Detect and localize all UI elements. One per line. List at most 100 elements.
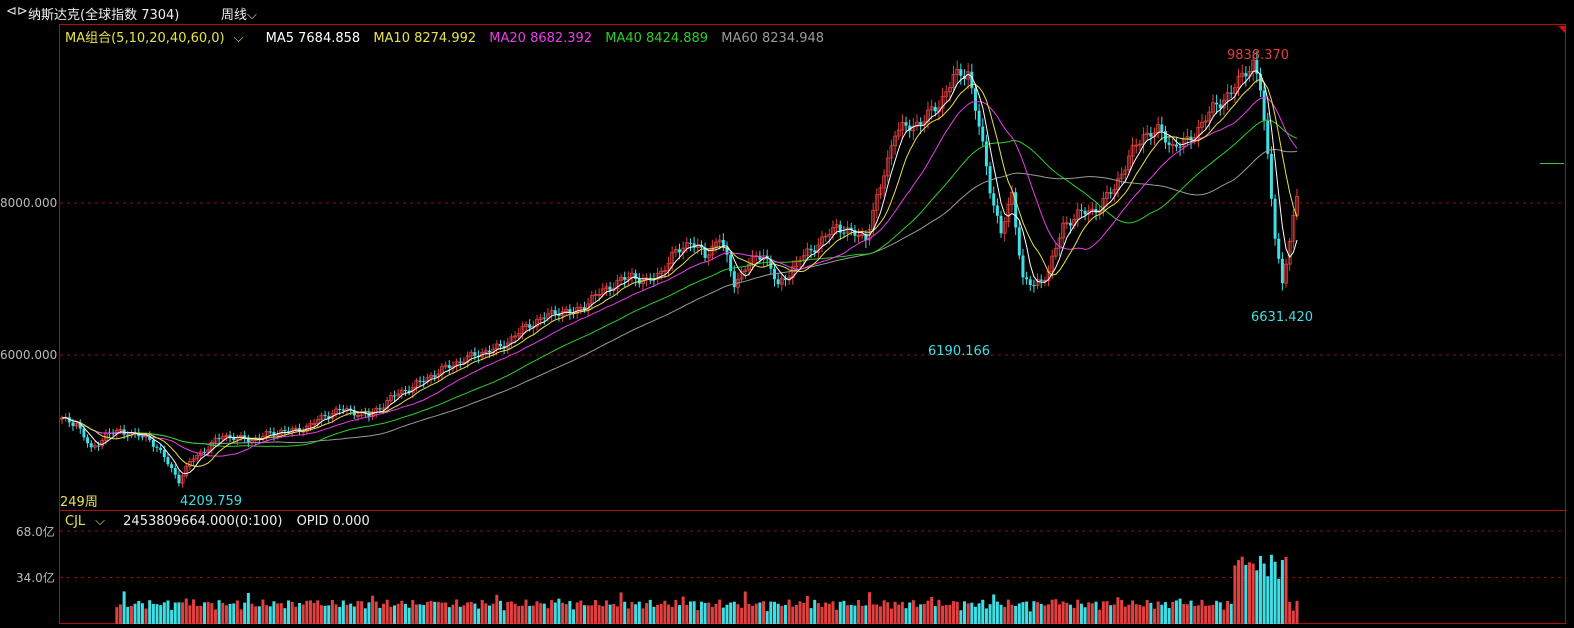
candle-body xyxy=(1218,104,1222,108)
candle-body xyxy=(805,248,810,257)
candle-body xyxy=(889,145,894,159)
candle-body xyxy=(1101,198,1106,212)
volume-bar xyxy=(798,601,802,624)
candle-body xyxy=(729,254,733,272)
candle-body xyxy=(246,438,250,443)
volume-bar xyxy=(1036,602,1040,624)
volume-bar xyxy=(382,603,386,624)
volume-bar xyxy=(283,608,287,624)
volume-bar xyxy=(250,603,254,624)
volume-bar xyxy=(787,599,791,624)
volume-bar xyxy=(509,601,513,624)
volume-bar xyxy=(933,606,937,624)
volume-bar xyxy=(323,605,327,624)
volume-bar xyxy=(480,599,484,624)
volume-bar xyxy=(491,603,495,624)
opid-value: OPID 0.000 xyxy=(296,514,370,529)
volume-bar xyxy=(604,600,608,624)
back-forward-icon[interactable]: ⊲⊳ xyxy=(6,4,28,19)
volume-bar xyxy=(670,606,674,624)
volume-bar xyxy=(360,601,364,624)
candle-body xyxy=(623,277,627,280)
volume-bar xyxy=(338,606,342,624)
candle-body xyxy=(1284,263,1288,284)
candle-body xyxy=(1258,73,1262,91)
candle-body xyxy=(308,423,313,427)
volume-bar xyxy=(115,607,119,624)
volume-bar xyxy=(433,601,437,624)
volume-bar xyxy=(473,603,477,624)
chevron-down-icon: ⌵ xyxy=(247,8,257,23)
candle-body xyxy=(546,313,550,319)
volume-bar xyxy=(495,594,499,624)
candle-body xyxy=(363,411,367,413)
volume-bar xyxy=(827,603,831,624)
candle-body xyxy=(1061,222,1066,239)
candle-body xyxy=(356,415,360,417)
volume-bar xyxy=(1061,601,1065,624)
ma40-line xyxy=(61,119,1298,447)
candle-body xyxy=(264,431,269,437)
volume-bar xyxy=(1167,608,1171,624)
y-tick-8000: 8000.000 xyxy=(0,196,58,210)
volume-bar xyxy=(699,601,703,624)
volume-bar xyxy=(696,610,700,624)
candle-body xyxy=(173,468,177,475)
candle-body xyxy=(60,417,64,420)
candle-body xyxy=(180,475,185,484)
candle-body xyxy=(86,437,90,444)
period-selector[interactable]: 周线⌵ xyxy=(221,4,257,23)
volume-bar xyxy=(707,602,711,624)
volume-bar xyxy=(663,600,667,624)
volume-bar xyxy=(805,595,809,624)
low-price-label-1: 4209.759 xyxy=(180,494,243,509)
candle-body xyxy=(608,286,612,291)
candle-body xyxy=(74,423,79,427)
candle-body xyxy=(1145,132,1150,136)
ma-group-selector[interactable]: MA组合(5,10,20,40,60,0) ⌵ xyxy=(65,31,252,46)
volume-bar xyxy=(674,599,678,624)
candle-body xyxy=(217,438,221,440)
panel-divider[interactable] xyxy=(59,510,1566,511)
candle-body xyxy=(743,269,748,273)
candle-body xyxy=(706,254,711,259)
low-price-label-3: 6631.420 xyxy=(1251,310,1314,325)
volume-bar xyxy=(1284,556,1288,624)
volume-bar xyxy=(389,606,393,624)
volume-indicator-selector[interactable]: CJL ⌵ xyxy=(65,514,115,529)
volume-bar xyxy=(1079,603,1083,624)
volume-bar xyxy=(835,609,839,624)
candle-body xyxy=(403,390,407,392)
candle-body xyxy=(488,350,491,353)
volume-bar xyxy=(597,605,601,624)
candle-body xyxy=(312,423,317,425)
candle-body xyxy=(1262,90,1266,121)
candle-body xyxy=(542,317,546,319)
candle-body xyxy=(516,333,521,337)
volume-bar xyxy=(1295,600,1299,624)
candle-body xyxy=(1123,169,1128,175)
volume-bar xyxy=(1258,555,1262,624)
volume-bar xyxy=(1200,599,1204,624)
volume-bar xyxy=(904,608,908,624)
volume-bar xyxy=(561,602,565,624)
candle-body xyxy=(688,242,692,244)
candle-body xyxy=(992,193,996,206)
volume-bar xyxy=(528,605,532,624)
candle-body xyxy=(422,380,426,382)
candle-body xyxy=(699,245,703,248)
volume-value: 2453809664.000(0:100) xyxy=(123,514,283,529)
volume-bar xyxy=(970,602,974,624)
volume-bar xyxy=(908,602,912,624)
volume-bar xyxy=(1185,604,1189,624)
volume-bar xyxy=(341,600,345,624)
candle-body xyxy=(498,343,502,347)
volume-bar xyxy=(952,601,956,624)
volume-bar xyxy=(710,606,714,624)
volume-bar xyxy=(1058,604,1061,624)
volume-bar xyxy=(159,605,163,624)
candle-body xyxy=(232,437,236,441)
volume-bar xyxy=(882,600,886,624)
candle-body xyxy=(494,343,499,350)
